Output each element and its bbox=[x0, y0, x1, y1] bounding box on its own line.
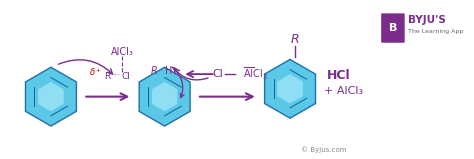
Text: © Byjus.com: © Byjus.com bbox=[301, 146, 346, 153]
Text: + AlCl₃: + AlCl₃ bbox=[324, 86, 364, 96]
Polygon shape bbox=[26, 67, 76, 126]
Text: B: B bbox=[389, 23, 397, 33]
Text: H: H bbox=[165, 66, 172, 76]
Text: R: R bbox=[291, 33, 299, 46]
Polygon shape bbox=[277, 74, 303, 104]
Text: $\overline{\mathrm{Al}}$Cl$_3$: $\overline{\mathrm{Al}}$Cl$_3$ bbox=[243, 66, 268, 82]
Text: Cl: Cl bbox=[212, 69, 223, 79]
Text: $\delta^+$: $\delta^+$ bbox=[90, 66, 103, 78]
FancyBboxPatch shape bbox=[381, 13, 405, 43]
Text: ···: ··· bbox=[112, 72, 119, 81]
Text: AlCl₃: AlCl₃ bbox=[111, 47, 134, 57]
Polygon shape bbox=[38, 82, 64, 111]
Polygon shape bbox=[264, 59, 316, 118]
Text: R: R bbox=[104, 72, 111, 81]
Text: The Learning App: The Learning App bbox=[408, 29, 463, 35]
Text: Cl: Cl bbox=[121, 72, 130, 81]
Polygon shape bbox=[139, 67, 190, 126]
Polygon shape bbox=[152, 82, 177, 111]
Text: R: R bbox=[150, 66, 157, 76]
Text: BYJU'S: BYJU'S bbox=[408, 15, 446, 25]
Text: HCl: HCl bbox=[327, 69, 351, 82]
